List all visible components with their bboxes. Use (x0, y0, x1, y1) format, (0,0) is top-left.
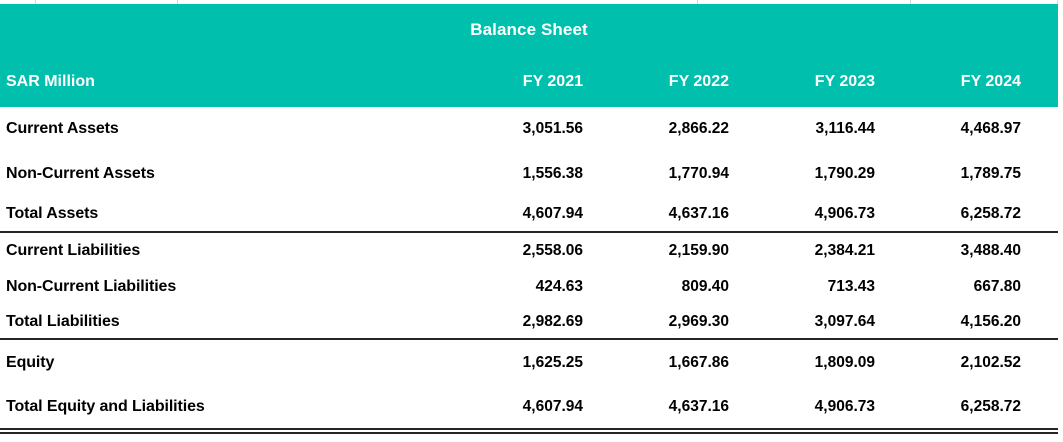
row-label: Total Liabilities (6, 312, 120, 330)
balance-sheet-table: Balance Sheet SAR Million FY 2021 FY 202… (0, 4, 1058, 434)
column-header-unit: SAR Million (6, 72, 95, 90)
row-value: 1,667.86 (668, 353, 729, 371)
bottom-double-rule (0, 428, 1058, 434)
row-value: 1,625.25 (522, 353, 583, 371)
row-label: Current Assets (6, 120, 119, 137)
row-value: 2,384.21 (814, 241, 875, 259)
gridline-tick (697, 0, 698, 4)
column-header-fy2022: FY 2022 (668, 72, 729, 90)
row-value: 424.63 (535, 277, 583, 295)
row-value: 4,156.20 (960, 312, 1021, 330)
table-row: Total Liabilities 2,982.69 2,969.30 3,09… (0, 305, 1058, 340)
row-value: 1,789.75 (960, 164, 1021, 182)
column-header-fy2021: FY 2021 (522, 72, 583, 90)
row-label: Non-Current Liabilities (6, 277, 177, 295)
gridline-tick (177, 0, 178, 4)
gridline-tick (35, 0, 36, 4)
row-value: 3,116.44 (815, 120, 875, 137)
title-row: Balance Sheet (0, 4, 1058, 56)
row-value: 2,866.22 (668, 120, 729, 137)
table-row: Non-Current Assets 1,556.38 1,770.94 1,7… (0, 151, 1058, 196)
row-value: 1,809.09 (814, 353, 875, 371)
table-body: Current Assets 3,051.56 2,866.22 3,116.4… (0, 107, 1058, 428)
row-value: 1,790.29 (814, 164, 875, 182)
row-value: 1,556.38 (522, 164, 583, 182)
row-value: 4,468.97 (960, 120, 1021, 137)
row-value: 4,607.94 (522, 204, 583, 222)
column-header-fy2024: FY 2024 (960, 72, 1021, 90)
table-row: Equity 1,625.25 1,667.86 1,809.09 2,102.… (0, 340, 1058, 385)
gridline-tick (910, 0, 911, 4)
column-header-row: SAR Million FY 2021 FY 2022 FY 2023 FY 2… (0, 56, 1058, 107)
table-row: Total Equity and Liabilities 4,607.94 4,… (0, 385, 1058, 428)
table-row: Total Assets 4,607.94 4,637.16 4,906.73 … (0, 196, 1058, 233)
table-row: Non-Current Liabilities 424.63 809.40 71… (0, 268, 1058, 305)
row-label: Total Equity and Liabilities (6, 397, 205, 415)
row-value: 1,770.94 (668, 164, 729, 182)
row-value: 2,159.90 (668, 241, 729, 259)
row-value: 713.43 (827, 277, 875, 295)
row-label: Equity (6, 353, 55, 371)
row-value: 2,982.69 (522, 312, 583, 330)
row-value: 4,906.73 (814, 397, 875, 415)
column-header-fy2023: FY 2023 (814, 72, 875, 90)
row-value: 4,607.94 (522, 397, 583, 415)
row-value: 4,637.16 (668, 204, 729, 222)
row-value: 667.80 (973, 277, 1021, 295)
row-value: 2,558.06 (522, 241, 583, 259)
row-value: 3,097.64 (814, 312, 875, 330)
row-value: 3,488.40 (960, 241, 1021, 259)
row-value: 2,102.52 (960, 353, 1021, 371)
table-row: Current Assets 3,051.56 2,866.22 3,116.4… (0, 107, 1058, 151)
row-label: Total Assets (6, 204, 99, 222)
row-value: 4,906.73 (814, 204, 875, 222)
top-margin-strip (0, 0, 1063, 4)
row-value: 6,258.72 (960, 397, 1021, 415)
row-value: 6,258.72 (960, 204, 1021, 222)
gridline-tick (1057, 0, 1058, 4)
row-value: 2,969.30 (668, 312, 729, 330)
row-label: Non-Current Assets (6, 164, 155, 182)
row-label: Current Liabilities (6, 241, 141, 259)
table-header: Balance Sheet SAR Million FY 2021 FY 202… (0, 4, 1058, 107)
row-value: 4,637.16 (668, 397, 729, 415)
row-value: 809.40 (681, 277, 729, 295)
row-value: 3,051.56 (522, 120, 583, 137)
table-row: Current Liabilities 2,558.06 2,159.90 2,… (0, 233, 1058, 268)
page-title: Balance Sheet (470, 20, 588, 39)
